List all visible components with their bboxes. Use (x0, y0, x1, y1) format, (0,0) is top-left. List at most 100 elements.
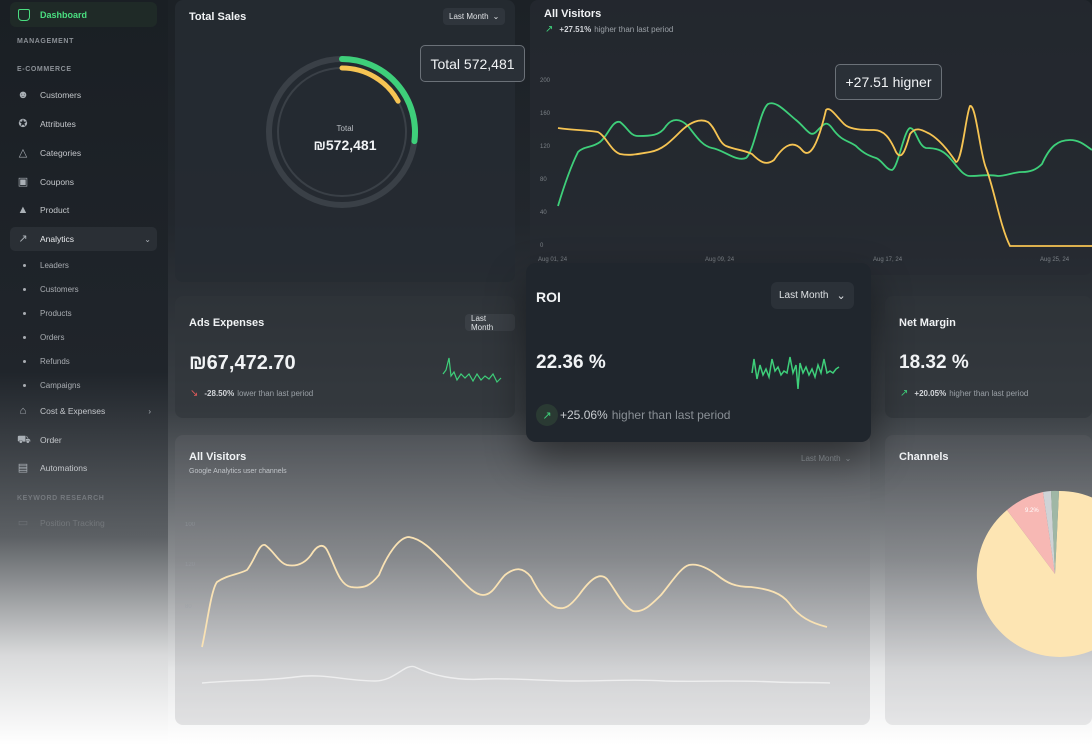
channels-pie-chart: 9.2% (976, 490, 1092, 657)
sidebar-subitem-orders[interactable]: Orders (23, 333, 64, 342)
chevron-down-icon: ⌄ (492, 12, 500, 21)
visitors-tooltip: +27.51 higner (835, 64, 942, 100)
channels-card: Channels 9.2% (885, 435, 1092, 725)
sidebar-item-attributes[interactable]: ✪ Attributes (10, 112, 157, 136)
chevron-down-icon: ⌄ (144, 234, 151, 244)
sidebar-item-position-tracking[interactable]: ▭ Position Tracking (10, 511, 157, 535)
donut-arc-green (339, 56, 418, 145)
series-green (557, 102, 1092, 207)
sidebar-subitem-label: Leaders (40, 261, 69, 270)
y-tick-label: 120 (185, 562, 196, 568)
position-icon: ▭ (17, 516, 29, 529)
sidebar-subitem-customers[interactable]: Customers (23, 285, 79, 294)
sidebar-item-label: Customers (40, 90, 82, 100)
sparkline-line (751, 356, 840, 390)
pie-slice-red (1007, 492, 1055, 574)
y-tick-label: 0 (540, 243, 544, 249)
pie-slice-green (1051, 490, 1059, 574)
bullet-icon (23, 264, 26, 267)
period-select[interactable]: Last Month (465, 313, 515, 332)
shapes-icon: △ (18, 146, 28, 159)
series-yellow (557, 105, 1092, 247)
total-sales-card: Total Sales Last Month ⌄ Total ₪572,481 (175, 0, 515, 282)
sidebar-section-keyword-research: KEYWORD RESEARCH (17, 495, 105, 502)
sidebar-subitem-leaders[interactable]: Leaders (23, 261, 69, 270)
sidebar-item-label: Order (40, 435, 62, 445)
period-select[interactable]: Last Month ⌄ (801, 454, 851, 463)
sidebar-item-coupons[interactable]: ▣ Coupons (10, 170, 157, 194)
bank-icon: ⌂ (19, 404, 27, 417)
period-select-label: Last Month (471, 313, 494, 332)
period-select[interactable]: Last Month ⌄ (443, 8, 506, 25)
delta-text: lower than last period (237, 389, 314, 398)
card-subtitle: Google Analytics user channels (189, 468, 287, 475)
delta-value: +20.05% (914, 389, 947, 398)
trend-up-icon: ↗ (900, 388, 909, 399)
all-visitors-line-chart: 200 160 120 80 40 0 Aug 01, 24 Aug 09, 24 Aug 17… (538, 78, 1092, 263)
sidebar-subitem-label: Campaigns (40, 381, 81, 390)
sidebar-item-automations[interactable]: ▤ Automations (10, 456, 157, 480)
card-title: Total Sales (189, 11, 247, 23)
sidebar-item-categories[interactable]: △ Categories (10, 141, 157, 165)
sidebar-subitem-products[interactable]: Products (23, 309, 72, 318)
period-select-label: Last Month (779, 290, 829, 301)
card-title: Ads Expenses (189, 317, 265, 329)
roi-sparkline (751, 356, 840, 390)
sidebar-item-order[interactable]: ⛟ Order (10, 428, 157, 452)
x-tick-label: Aug 09, 24 (705, 257, 735, 263)
automation-icon: ▤ (17, 461, 29, 474)
net-margin-card: Net Margin 18.32 % ↗ +20.05% higher than… (885, 296, 1092, 418)
card-title: Net Margin (899, 317, 956, 329)
sidebar-subitem-campaigns[interactable]: Campaigns (23, 381, 80, 390)
delta-text: higher than last period (611, 408, 731, 422)
bullet-icon (23, 312, 26, 315)
y-tick-label: 200 (540, 78, 551, 84)
sidebar-item-product[interactable]: ▲ Product (10, 198, 157, 222)
donut-center-label: Total (336, 124, 354, 133)
chevron-down-icon: ⌄ (844, 454, 852, 463)
dashboard-icon (18, 8, 30, 21)
product-icon: ▲ (17, 203, 29, 216)
all-visitors-card: All Visitors ↗ +27.51% higher than last … (530, 0, 1092, 275)
pie-slice-main (976, 490, 1092, 657)
roi-card: ROI Last Month ⌄ 22.36 % ↗ +25.06% highe… (526, 263, 871, 442)
ads-value: ₪67,472.70 (189, 352, 296, 374)
analytics-icon: ↗ (18, 232, 28, 245)
sidebar-item-label: Cost & Expenses (40, 406, 106, 416)
total-sales-tooltip: Total 572,481 (420, 45, 525, 82)
delta-text: higher than last period (949, 389, 1029, 398)
delta-value: -28.50% (204, 389, 235, 398)
net-margin-value: 18.32 % (899, 352, 969, 373)
bullet-icon (23, 288, 26, 291)
star-badge-icon: ✪ (18, 117, 28, 130)
chevron-right-icon: › (148, 406, 151, 416)
sidebar-item-dashboard[interactable]: Dashboard (10, 2, 157, 27)
delta-value: +25.06% (560, 408, 608, 422)
delta-text: higher than last period (594, 25, 674, 34)
sidebar-item-label: Dashboard (40, 9, 88, 20)
sidebar-section-ecommerce: E-COMMERCE (17, 66, 72, 73)
sidebar-item-label: Attributes (40, 119, 76, 129)
sidebar-item-analytics[interactable]: ↗ Analytics ⌄ (10, 227, 157, 251)
sidebar-item-customers[interactable]: ☻ Customers (10, 83, 157, 107)
sidebar-item-label: Automations (40, 463, 88, 473)
sidebar-subitem-refunds[interactable]: Refunds (23, 357, 70, 366)
chevron-down-icon: ⌄ (836, 290, 846, 302)
sidebar-item-cost-expenses[interactable]: ⌂ Cost & Expenses › (10, 399, 157, 423)
x-tick-label: Aug 17, 24 (873, 257, 903, 263)
all-visitors-bottom-chart: 100 120 80 (185, 522, 831, 684)
y-tick-label: 80 (185, 604, 192, 610)
sidebar-subitem-label: Products (40, 309, 72, 318)
all-visitors-bottom-card: All Visitors Google Analytics user chann… (175, 435, 870, 725)
delta-value: +27.51% (559, 25, 592, 34)
sidebar-subitem-label: Refunds (40, 357, 70, 366)
sidebar-item-label: Analytics (40, 234, 75, 244)
card-title: Channels (899, 451, 949, 463)
users-icon: ☻ (17, 88, 29, 101)
sidebar-item-label: Position Tracking (40, 518, 105, 528)
sidebar-subitem-label: Orders (40, 333, 65, 342)
visitors-bottom-series-2 (201, 665, 831, 684)
sparkline-line (442, 357, 502, 384)
sidebar: Dashboard MANAGEMENT E-COMMERCE ☻ Custom… (0, 0, 168, 745)
period-select[interactable]: Last Month ⌄ (771, 282, 854, 309)
